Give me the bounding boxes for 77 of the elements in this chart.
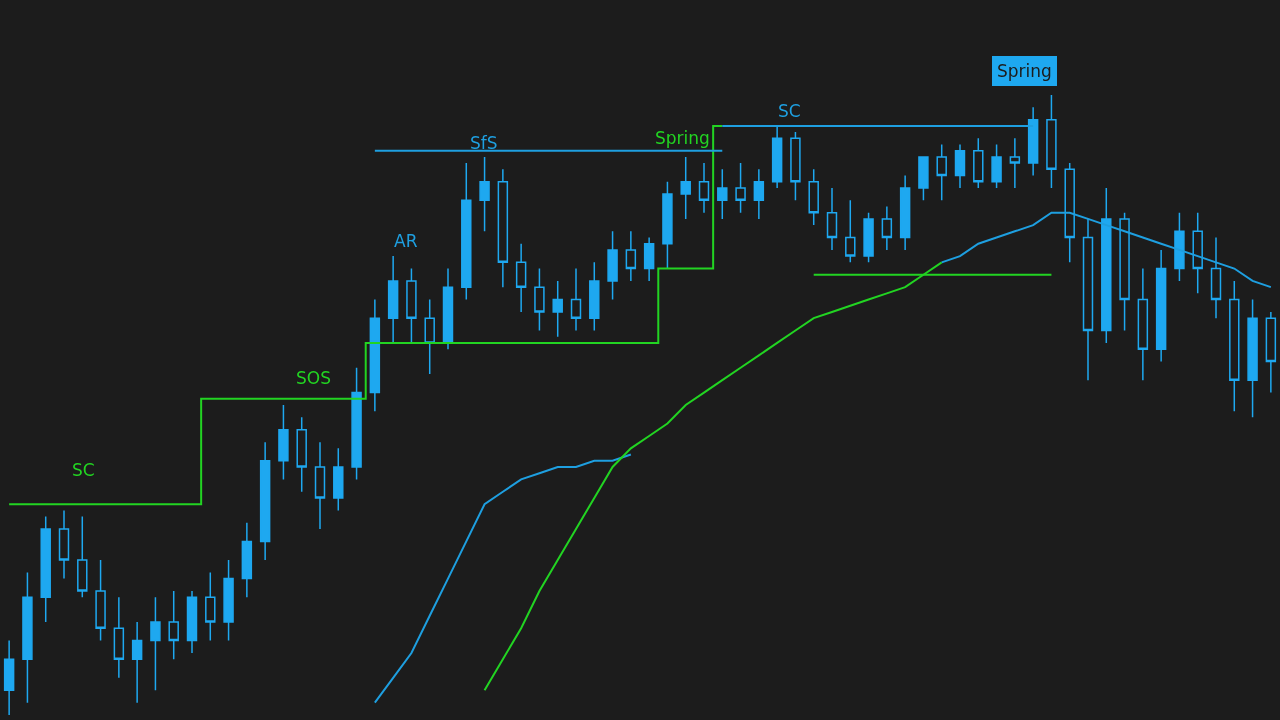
candlestick	[717, 168, 728, 220]
candlestick	[698, 162, 710, 214]
candlestick	[936, 143, 947, 202]
candlestick	[570, 267, 582, 332]
candlestick	[241, 522, 253, 598]
candlestick	[278, 404, 289, 481]
annotation: SC	[72, 460, 95, 480]
candlestick	[790, 131, 801, 202]
candlestick	[461, 162, 472, 301]
candlestick	[22, 571, 33, 704]
candlestick	[497, 168, 509, 288]
candlestick	[205, 571, 216, 642]
candlestick	[333, 447, 344, 512]
candlestick	[1229, 280, 1240, 412]
candlestick	[113, 596, 125, 679]
candlestick	[186, 590, 198, 654]
candlestick	[918, 156, 929, 202]
annotation: SOS	[296, 368, 331, 388]
annotation: Spring	[655, 128, 710, 148]
candlestick	[991, 143, 1002, 189]
candlestick	[552, 280, 563, 338]
candlestick	[753, 168, 765, 220]
candlestick	[1082, 218, 1094, 381]
candlestick	[863, 211, 874, 264]
candlestick	[808, 168, 819, 226]
candlestick	[1027, 106, 1039, 177]
candlestick	[77, 515, 88, 598]
candlestick	[95, 559, 106, 642]
candlestick	[1064, 162, 1075, 264]
candlestick	[662, 180, 673, 270]
annotation: SfS	[470, 133, 498, 153]
candlestick	[369, 298, 381, 412]
candlestick	[534, 267, 545, 332]
candlestick	[680, 156, 691, 220]
candlestick	[314, 441, 326, 530]
candlestick	[3, 639, 15, 716]
candlestick	[406, 267, 417, 344]
candlestick	[954, 143, 966, 189]
candlestick	[1009, 137, 1021, 189]
candlestick	[1046, 94, 1057, 189]
candlestick	[735, 162, 746, 214]
candlestick	[589, 261, 600, 332]
annotation: SC	[778, 101, 801, 121]
candlestick	[131, 621, 143, 704]
candlestick	[899, 174, 911, 251]
candlestick	[1137, 267, 1149, 381]
candlestick	[387, 255, 399, 344]
candlestick	[973, 137, 984, 189]
candlestick	[1101, 187, 1112, 344]
candlestick	[442, 267, 454, 350]
candlestick	[771, 125, 783, 189]
candlestick	[643, 236, 655, 282]
candlestick	[1247, 298, 1258, 419]
candlestick	[1119, 211, 1130, 332]
candlestick	[1210, 236, 1222, 319]
candlestick	[168, 590, 179, 660]
candlestick	[424, 298, 435, 375]
candlestick	[607, 230, 618, 301]
candlestick	[1174, 211, 1185, 282]
candlestick	[625, 230, 637, 282]
annotation: AR	[394, 231, 418, 251]
candlestick	[845, 199, 856, 264]
candlestick	[1265, 311, 1277, 394]
text: Spring	[997, 61, 1052, 81]
candlestick	[515, 242, 527, 313]
candlestick	[1155, 249, 1167, 363]
candlestick	[259, 441, 271, 561]
candlestick	[150, 596, 161, 691]
candlestick	[351, 367, 362, 481]
candlestick	[479, 156, 490, 233]
candlestick	[40, 515, 51, 623]
candlestick	[881, 205, 893, 251]
candlestick	[58, 509, 70, 580]
candlestick	[1192, 211, 1203, 295]
candlestick	[826, 187, 838, 251]
candlestick	[296, 416, 307, 493]
candlestick	[223, 559, 234, 642]
